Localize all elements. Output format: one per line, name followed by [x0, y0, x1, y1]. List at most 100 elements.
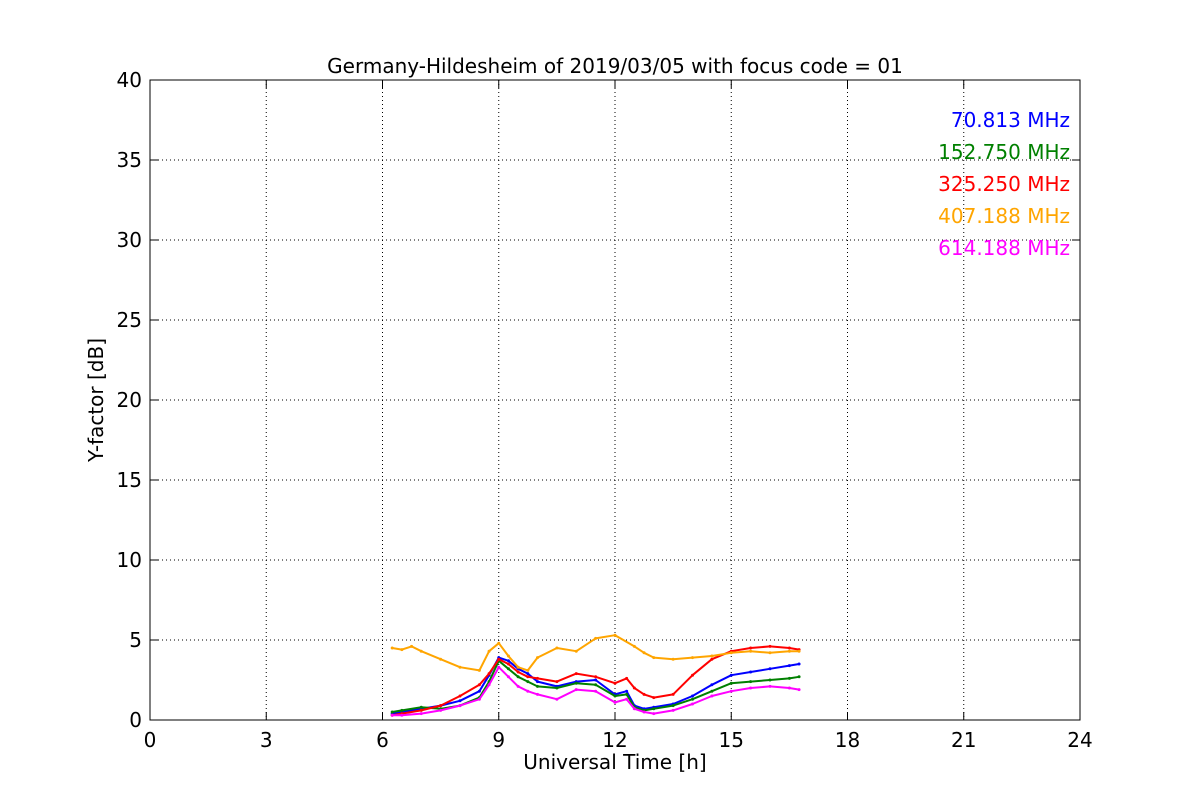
data-point — [749, 670, 753, 674]
data-point — [555, 680, 559, 684]
data-point — [691, 694, 694, 698]
data-point — [691, 673, 694, 677]
data-point — [642, 651, 646, 655]
data-point — [516, 670, 520, 674]
data-point — [487, 683, 491, 687]
data-point — [497, 665, 501, 669]
y-tick-label: 40 — [117, 68, 142, 92]
data-point — [749, 646, 753, 650]
data-point — [506, 662, 510, 666]
data-point — [487, 672, 491, 676]
data-point — [419, 705, 423, 709]
data-point — [526, 668, 530, 672]
data-point — [710, 654, 714, 658]
x-tick-label: 0 — [144, 728, 157, 752]
data-point — [458, 704, 462, 708]
data-point — [497, 657, 501, 661]
data-point — [632, 707, 636, 711]
data-point — [768, 667, 772, 671]
data-point — [787, 664, 791, 668]
legend-entry-4: 614.188 MHz — [938, 236, 1070, 260]
series-line-4 — [392, 666, 800, 717]
data-point — [749, 649, 753, 653]
data-point — [797, 662, 801, 666]
x-axis-label: Universal Time [h] — [523, 750, 706, 774]
y-tick-label: 10 — [117, 548, 142, 572]
data-point — [787, 649, 791, 653]
data-point — [390, 646, 394, 650]
tick-labels: 0 3 6 9 12 15 18 21 24 0 5 10 15 20 25 30 35 40 — [117, 68, 1093, 752]
data-point — [594, 683, 598, 687]
data-point — [625, 676, 629, 680]
data-point — [729, 651, 733, 655]
data-point — [710, 657, 714, 661]
x-tick-label: 3 — [260, 728, 273, 752]
data-point — [574, 681, 578, 685]
y-tick-label: 35 — [117, 148, 142, 172]
y-tick-label: 5 — [129, 628, 142, 652]
data-point — [613, 700, 617, 704]
data-point — [555, 686, 559, 690]
data-point — [400, 648, 404, 652]
data-point — [516, 665, 520, 669]
data-point — [652, 696, 656, 700]
data-point — [526, 680, 530, 684]
data-point — [710, 683, 714, 687]
data-point — [594, 675, 598, 679]
data-point — [594, 678, 598, 682]
x-tick-label: 6 — [376, 728, 389, 752]
data-point — [506, 667, 510, 671]
data-point — [400, 708, 404, 712]
data-point — [477, 697, 481, 701]
chart-title: Germany-Hildesheim of 2019/03/05 with fo… — [327, 54, 903, 78]
series-line-1 — [392, 659, 800, 713]
data-point — [458, 694, 462, 698]
data-point — [594, 636, 598, 640]
data-point — [797, 649, 801, 653]
data-point — [419, 649, 423, 653]
data-point — [390, 710, 394, 714]
data-point — [768, 678, 772, 682]
data-point — [642, 710, 646, 714]
data-point — [400, 713, 404, 717]
data-point — [555, 697, 559, 701]
legend: 70.813 MHz 152.750 MHz 325.250 MHz 407.188 … — [938, 108, 1070, 260]
legend-entry-3: 407.188 MHz — [938, 204, 1070, 228]
data-point — [710, 694, 714, 698]
ticks — [149, 79, 1081, 721]
data-point — [787, 676, 791, 680]
y-axis-label: Y-factor [dB] — [84, 338, 108, 463]
data-point — [691, 656, 694, 660]
data-point — [477, 683, 481, 687]
x-tick-label: 9 — [492, 728, 505, 752]
data-point — [536, 684, 539, 688]
data-point — [787, 686, 791, 690]
data-point — [691, 702, 694, 706]
data-point — [787, 646, 791, 650]
data-point — [439, 657, 443, 661]
data-point — [516, 675, 520, 679]
data-point — [749, 686, 753, 690]
data-point — [439, 704, 443, 708]
data-point — [506, 659, 510, 663]
data-point — [506, 654, 510, 658]
y-tick-label: 0 — [129, 708, 142, 732]
data-point — [536, 680, 539, 684]
data-point — [536, 676, 539, 680]
data-point — [419, 708, 423, 712]
data-point — [671, 708, 675, 712]
data-point — [574, 672, 578, 676]
data-point — [632, 686, 636, 690]
data-point — [749, 680, 753, 684]
data-point — [729, 689, 733, 693]
data-point — [410, 644, 414, 648]
data-point — [768, 651, 772, 655]
data-point — [652, 707, 656, 711]
data-point — [625, 692, 629, 696]
data-point — [613, 681, 617, 685]
legend-entry-2: 325.250 MHz — [938, 172, 1070, 196]
data-point — [390, 713, 394, 717]
x-tick-label: 24 — [1067, 728, 1092, 752]
series-line-3 — [392, 634, 800, 672]
